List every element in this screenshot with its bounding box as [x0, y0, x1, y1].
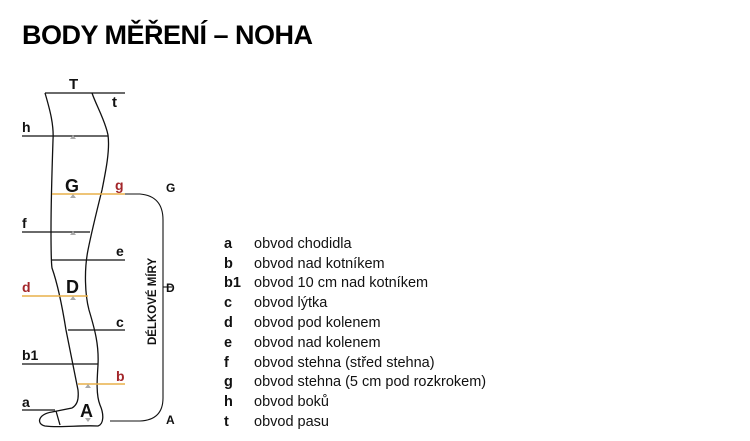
legend-key: f — [224, 354, 229, 371]
legend-text: obvod pasu — [254, 414, 329, 431]
label-d: d — [22, 279, 31, 295]
label-a: a — [22, 394, 30, 410]
bracket-label-D: D — [166, 281, 175, 295]
label-T: T — [69, 76, 78, 93]
marker-icon — [70, 135, 76, 139]
legend-text: obvod 10 cm nad kotníkem — [254, 275, 429, 292]
legend-item: a obvod chodidla — [224, 234, 486, 254]
markers — [70, 135, 91, 422]
page-title: BODY MĚŘENÍ – NOHA — [22, 20, 313, 50]
label-b1: b1 — [22, 347, 39, 363]
legend-key: b1 — [224, 275, 241, 292]
marker-icon — [85, 418, 91, 422]
marker-icon — [70, 231, 76, 235]
legend: a obvod chodidla b obvod nad kotníkem b1 obvo… — [224, 234, 486, 432]
legend-key: t — [224, 414, 229, 431]
length-bracket — [110, 193, 164, 422]
label-e: e — [116, 243, 124, 259]
label-h: h — [22, 119, 31, 135]
label-g: g — [115, 177, 124, 193]
legend-key: c — [224, 295, 233, 312]
legend-key: a — [224, 235, 233, 252]
bracket-label-G: G — [166, 181, 175, 195]
legend-key: b — [224, 255, 233, 272]
label-b: b — [116, 368, 125, 384]
legend-item: h obvod boků — [224, 392, 486, 412]
label-f: f — [22, 215, 27, 231]
legend-text: obvod nad kolenem — [254, 334, 381, 351]
label-G: G — [65, 176, 79, 196]
legend-item: b obvod nad kotníkem — [224, 254, 486, 274]
label-D: D — [66, 277, 79, 297]
legend-item: c obvod lýtka — [224, 293, 486, 313]
measure-lines — [22, 92, 125, 411]
bracket-caption: DÉLKOVÉ MÍRY — [146, 258, 159, 345]
legend-text: obvod pod kolenem — [254, 315, 381, 332]
legend-text: obvod lýtka — [254, 295, 328, 312]
legend-text: obvod stehna (střed stehna) — [254, 354, 435, 371]
legend-text: obvod stehna (5 cm pod rozkrokem) — [254, 374, 487, 391]
label-A: A — [80, 401, 93, 421]
marker-icon — [70, 296, 76, 300]
legend-item: t obvod pasu — [224, 412, 486, 432]
legend-key: h — [224, 394, 233, 411]
marker-icon — [85, 384, 91, 388]
legend-text: obvod nad kotníkem — [254, 255, 385, 272]
legend-key: d — [224, 315, 233, 332]
legend-item: d obvod pod kolenem — [224, 313, 486, 333]
marker-icon — [70, 194, 76, 198]
legend-text: obvod chodidla — [254, 235, 352, 252]
legend-item: f obvod stehna (střed stehna) — [224, 353, 486, 373]
legend-text: obvod boků — [254, 394, 329, 411]
bracket-label-A: A — [166, 413, 175, 427]
label-c: c — [116, 314, 124, 330]
legend-item: b1 obvod 10 cm nad kotníkem — [224, 274, 486, 294]
legend-item: g obvod stehna (5 cm pod rozkrokem) — [224, 373, 486, 393]
legend-key: e — [224, 334, 233, 351]
highlight-lines — [22, 193, 125, 385]
legend-key: g — [224, 374, 233, 391]
label-t: t — [112, 94, 117, 111]
leg-outline — [38, 92, 110, 428]
legend-item: e obvod nad kolenem — [224, 333, 486, 353]
